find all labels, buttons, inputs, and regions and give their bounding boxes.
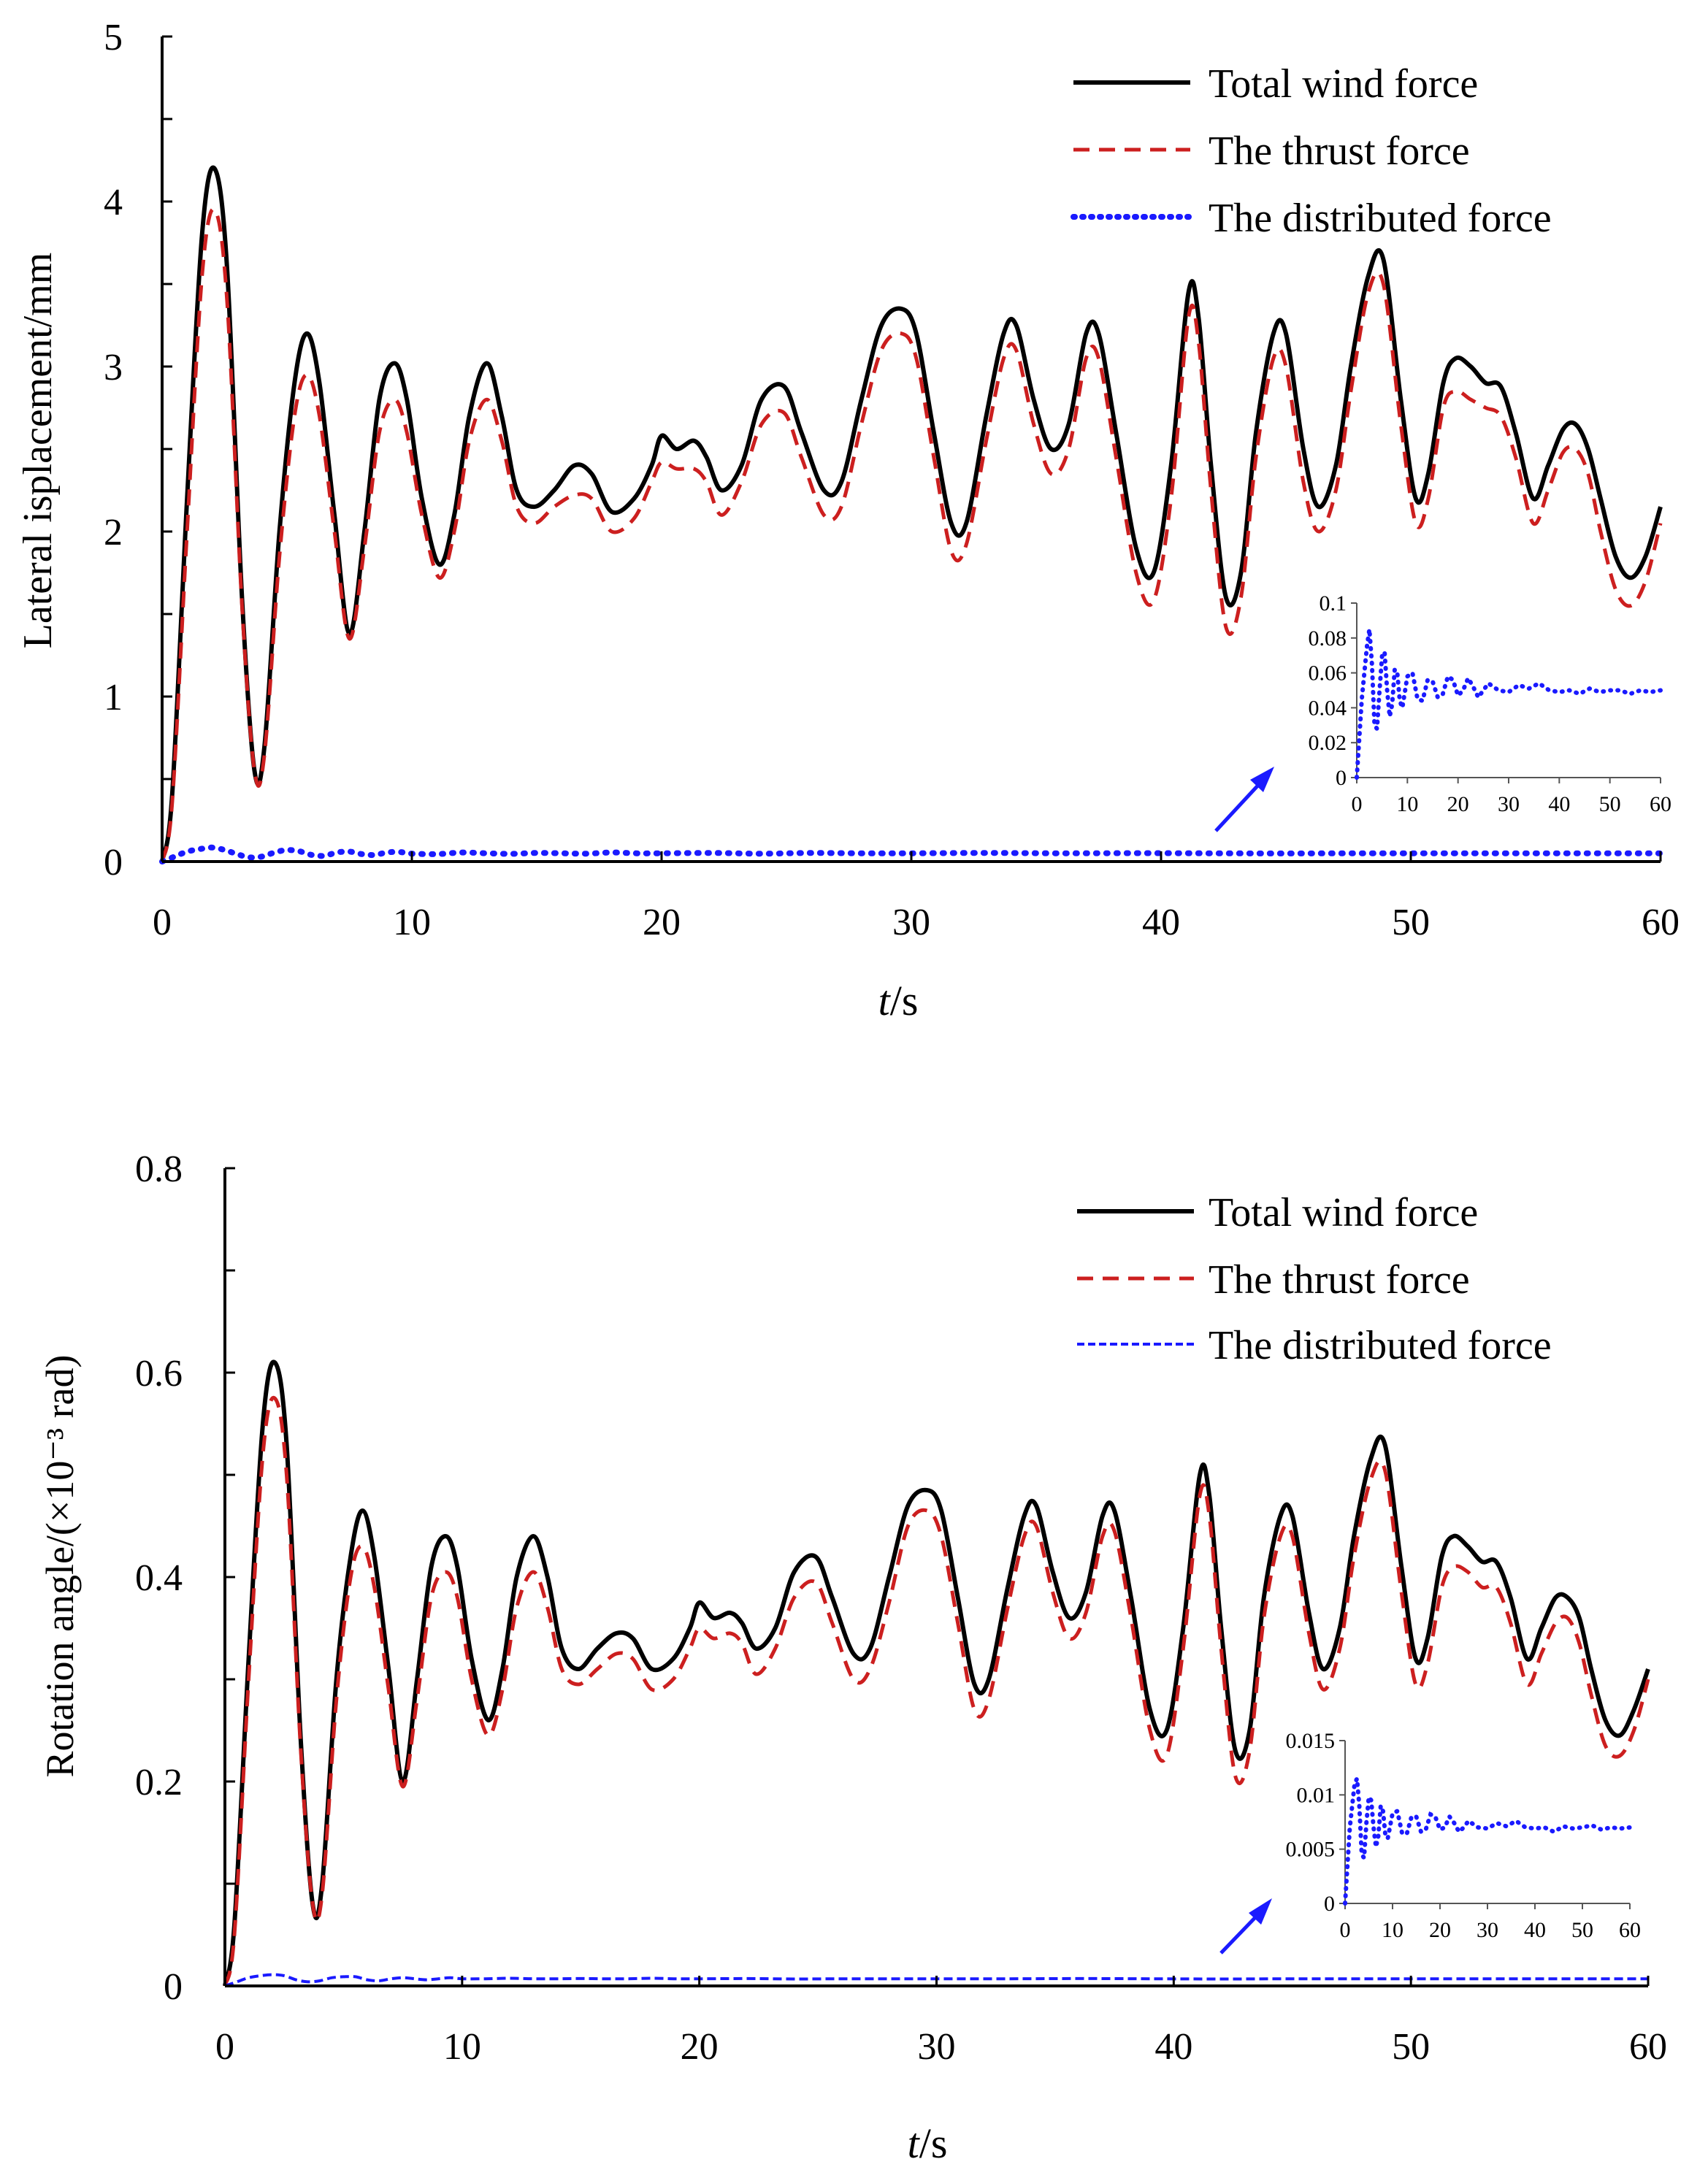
legend: Total wind force The thrust force The di…: [1071, 61, 1552, 241]
inset-x-tick-label: 20: [1447, 792, 1469, 816]
y-tick-label: 4: [104, 182, 123, 223]
inset-arrow-line: [1214, 780, 1263, 832]
y-axis-title: Rotation angle/(×10⁻³ rad): [38, 1355, 82, 1778]
x-tick-label: 0: [153, 902, 172, 943]
series-layer: [159, 165, 1663, 864]
inset-x-tick-label: 10: [1382, 1918, 1403, 1942]
inset-y-tick-label: 0.005: [1286, 1838, 1336, 1862]
series-line-total: [223, 1359, 1650, 1987]
series-line-thrust: [160, 207, 1663, 862]
x-tick-label: 20: [643, 902, 681, 943]
y-tick-label: 5: [104, 17, 123, 58]
inset-y-tick-label: 0.01: [1297, 1783, 1336, 1807]
inset-y-tick-label: 0: [1324, 1892, 1335, 1916]
x-tick-label: 60: [1642, 902, 1680, 943]
inset-x-tick-label: 30: [1498, 792, 1520, 816]
inset-y-tick-label: 0: [1336, 766, 1347, 790]
inset-y-tick-label: 0.06: [1309, 661, 1347, 686]
y-tick-label: 2: [104, 512, 123, 553]
inset-x-tick-label: 60: [1650, 792, 1671, 816]
y-axis-title: Lateral isplacement/mm: [15, 253, 61, 649]
y-tick-label: 0.6: [135, 1353, 183, 1395]
inset-x-tick-label: 30: [1477, 1918, 1498, 1942]
x-axis-title: t/s: [908, 2120, 948, 2167]
x-tick-label: 50: [1392, 902, 1430, 943]
axes-layer: 0 0.2 0.4 0.6 0.8 0 10 20 30 40 50 60: [135, 1148, 1667, 2068]
x-axis-title: t/s: [878, 977, 919, 1024]
x-tick-label: 30: [918, 2026, 956, 2068]
legend-label-total: Total wind force: [1209, 1190, 1478, 1235]
inset-arrow-line: [1219, 1911, 1261, 1955]
x-tick-label: 30: [892, 902, 930, 943]
inset-y-tick-label: 0.02: [1309, 731, 1347, 755]
legend: Total wind force The thrust force The di…: [1077, 1190, 1552, 1368]
inset-x-tick-label: 10: [1396, 792, 1418, 816]
series-line-distributed: [159, 844, 1663, 864]
inset-x-tick-label: 50: [1599, 792, 1621, 816]
inset-y-tick-label: 0.1: [1320, 591, 1347, 615]
x-tick-label: 10: [393, 902, 431, 943]
legend-label-distributed: The distributed force: [1209, 1323, 1552, 1368]
inset-series-distributed: [1343, 1777, 1632, 1906]
inset-y-tick-label: 0.08: [1309, 626, 1347, 651]
x-tick-label: 40: [1154, 2026, 1192, 2068]
inset-arrow: [1219, 1898, 1272, 1955]
y-tick-label: 0: [164, 1966, 183, 2008]
inset-arrow-head: [1250, 767, 1274, 792]
inset-arrow-head: [1249, 1898, 1272, 1925]
inset-x-tick-label: 0: [1352, 792, 1363, 816]
x-axis-title-var: t: [878, 977, 892, 1024]
legend-label-thrust: The thrust force: [1209, 1257, 1470, 1303]
y-tick-label: 0.8: [135, 1148, 183, 1190]
y-tick-label: 0: [104, 842, 123, 883]
x-tick-label: 10: [443, 2026, 481, 2068]
inset-x-tick-label: 40: [1548, 792, 1570, 816]
legend-label-thrust: The thrust force: [1209, 129, 1470, 174]
series-line-distributed: [224, 1973, 1648, 1987]
inset-series-distributed: [1355, 629, 1663, 780]
inset-arrow: [1214, 767, 1274, 832]
inset-x-tick-label: 50: [1571, 1918, 1593, 1942]
x-tick-label: 50: [1392, 2026, 1430, 2068]
legend-label-distributed: The distributed force: [1209, 196, 1552, 241]
y-tick-label: 0.2: [135, 1762, 183, 1803]
inset-distributed-force: 0 0.005 0.01 0.015 0 10 20 30 40 50 60: [1286, 1729, 1642, 1942]
chart-rotation-angle: 0 0.2 0.4 0.6 0.8 0 10 20 30 40 50 60 Rotation angl…: [38, 1148, 1667, 2167]
legend-label-total: Total wind force: [1209, 61, 1478, 107]
inset-x-tick-label: 0: [1340, 1918, 1351, 1942]
x-axis-title-unit: /s: [890, 977, 919, 1024]
series-line-total: [160, 165, 1663, 862]
x-tick-label: 40: [1142, 902, 1180, 943]
inset-distributed-force: 0 0.02 0.04 0.06 0.08 0.1 0 10 20 30 40 50 60: [1309, 591, 1672, 816]
x-tick-label: 0: [215, 2026, 234, 2068]
y-tick-label: 3: [104, 347, 123, 388]
series-layer: [223, 1359, 1650, 1987]
inset-y-tick-label: 0.015: [1286, 1729, 1336, 1753]
x-tick-label: 20: [681, 2026, 719, 2068]
x-axis-title-unit: /s: [919, 2120, 948, 2167]
inset-x-tick-label: 60: [1619, 1918, 1641, 1942]
inset-x-tick-label: 20: [1429, 1918, 1451, 1942]
inset-x-tick-label: 40: [1524, 1918, 1546, 1942]
y-tick-label: 1: [104, 677, 123, 718]
y-tick-label: 0.4: [135, 1557, 183, 1599]
x-tick-label: 60: [1629, 2026, 1667, 2068]
inset-y-tick-label: 0.04: [1309, 696, 1347, 720]
series-line-thrust: [223, 1395, 1650, 1987]
x-axis-title-var: t: [908, 2120, 921, 2167]
